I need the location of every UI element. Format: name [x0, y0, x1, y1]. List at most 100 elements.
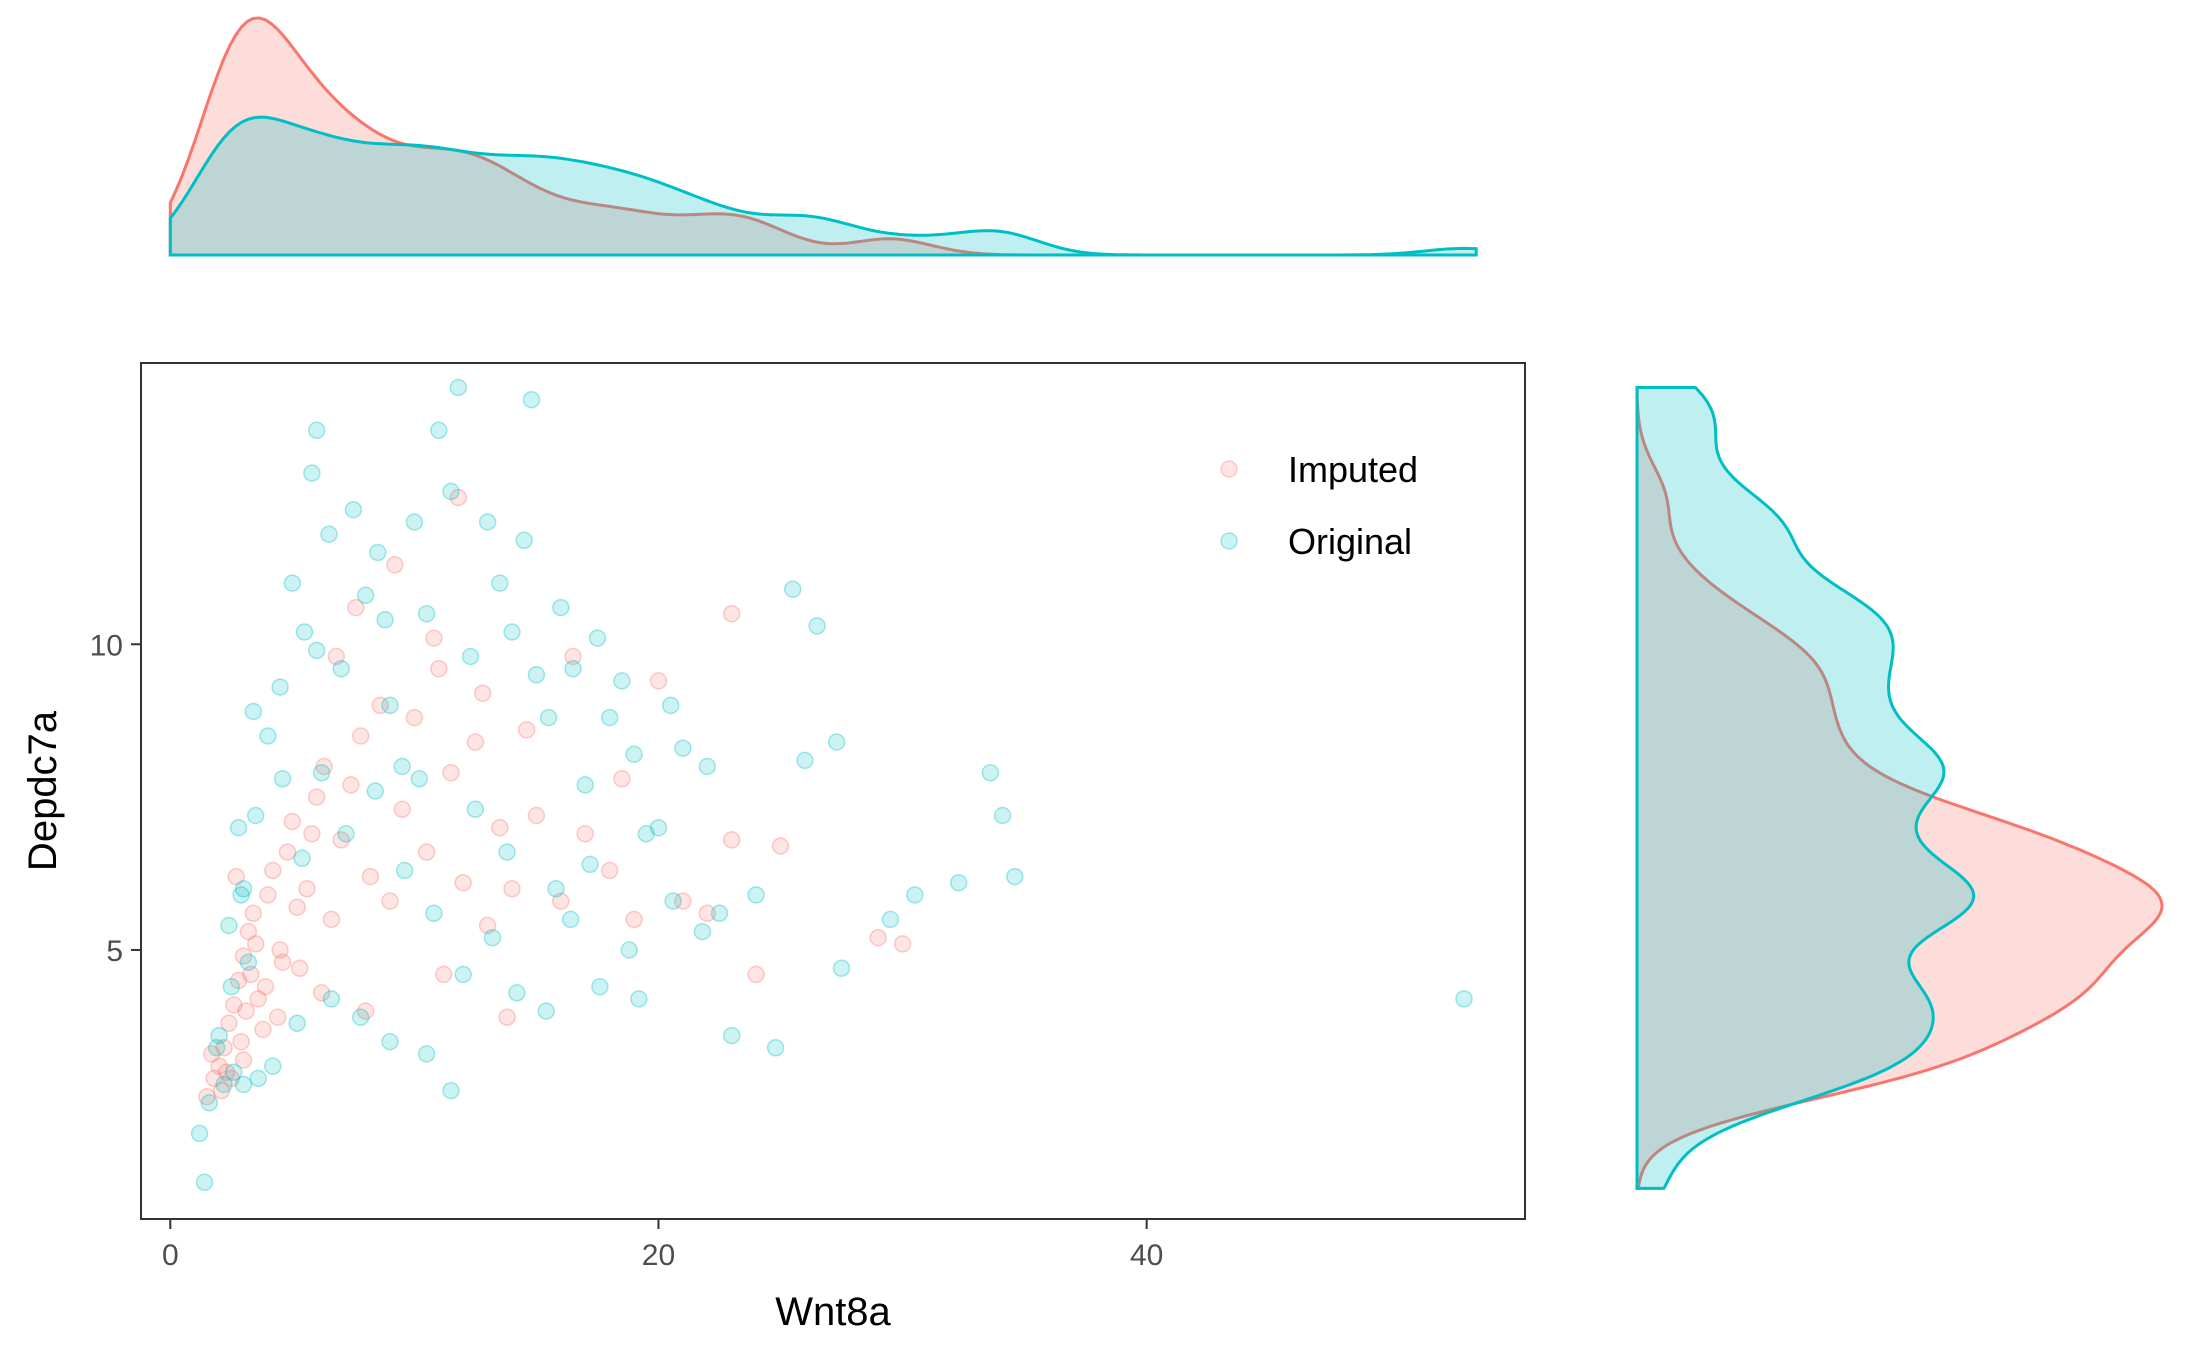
point-original — [539, 708, 558, 727]
point-original — [661, 696, 680, 715]
point-original — [552, 598, 570, 617]
point-original — [417, 604, 436, 623]
point-original — [600, 708, 619, 727]
point-imputed — [234, 947, 253, 965]
point-original — [442, 1081, 460, 1100]
point-imputed — [361, 867, 380, 886]
point-original — [246, 806, 265, 825]
point-imputed — [239, 922, 258, 941]
point-original — [283, 574, 302, 592]
point-original — [698, 757, 717, 776]
point-original — [1006, 867, 1024, 886]
point-original — [625, 745, 643, 764]
point-imputed — [342, 776, 360, 794]
point-imputed — [244, 904, 263, 923]
point-imputed — [434, 965, 453, 984]
point-imputed — [237, 1002, 255, 1020]
point-imputed — [442, 763, 460, 782]
x-tick-label: 40 — [1130, 1239, 1163, 1272]
point-original — [993, 806, 1012, 825]
point-imputed — [242, 965, 260, 984]
point-imputed — [576, 825, 594, 843]
point-original — [783, 580, 802, 598]
point-imputed — [430, 659, 448, 678]
point-original — [229, 818, 248, 837]
point-original — [271, 678, 289, 696]
point-original — [381, 1032, 399, 1051]
point-original — [503, 623, 521, 641]
point-imputed — [698, 904, 717, 923]
point-imputed — [227, 867, 245, 886]
point-original — [222, 977, 241, 996]
point-imputed — [393, 800, 411, 819]
top-marginal-density — [168, 16, 1478, 257]
point-imputed — [356, 1002, 375, 1020]
point-original — [832, 959, 851, 978]
point-imputed — [722, 604, 741, 623]
x-axis-title: Wnt8a — [775, 1290, 891, 1334]
point-original — [351, 1008, 370, 1026]
scatter-points — [190, 378, 1473, 1192]
point-imputed — [205, 1069, 223, 1088]
y-tick-label: 5 — [106, 935, 123, 968]
point-imputed — [212, 1081, 231, 1100]
point-original — [547, 880, 565, 898]
point-original — [630, 990, 648, 1008]
point-original — [393, 757, 411, 776]
point-original — [637, 825, 656, 843]
point-original — [307, 641, 326, 660]
point-imputed — [229, 971, 248, 990]
point-imputed — [517, 721, 536, 739]
point-original — [498, 843, 516, 861]
point-original — [322, 990, 341, 1008]
point-imputed — [290, 959, 309, 978]
point-original — [273, 770, 292, 788]
legend-label-imputed: Imputed — [1288, 449, 1418, 490]
point-imputed — [210, 1057, 228, 1075]
point-original — [425, 904, 443, 923]
point-original — [442, 482, 460, 501]
point-original — [234, 880, 253, 898]
point-original — [259, 727, 277, 745]
point-original — [508, 984, 526, 1002]
point-imputed — [198, 1087, 216, 1106]
point-original — [522, 390, 541, 409]
point-original — [303, 464, 321, 482]
point-original — [564, 659, 582, 678]
point-original — [320, 525, 338, 543]
x-tick-label: 20 — [642, 1239, 675, 1272]
point-original — [210, 1026, 228, 1045]
point-imputed — [217, 1063, 236, 1082]
point-original — [808, 617, 826, 635]
point-imputed — [613, 770, 631, 788]
point-original — [366, 782, 385, 800]
point-original — [515, 531, 533, 550]
point-imputed — [307, 788, 326, 806]
point-imputed — [552, 892, 570, 910]
point-imputed — [674, 892, 692, 910]
point-imputed — [503, 880, 521, 898]
point-imputed — [473, 684, 492, 702]
point-imputed — [220, 1014, 238, 1033]
point-original — [483, 928, 502, 947]
point-original — [693, 922, 712, 941]
point-original — [293, 849, 311, 868]
point-imputed — [722, 831, 741, 849]
point-original — [215, 1075, 233, 1094]
y-axis-title: Depdc7a — [21, 710, 65, 871]
point-original — [527, 666, 546, 684]
point-original — [620, 941, 638, 959]
point-imputed — [347, 598, 365, 617]
point-imputed — [322, 910, 341, 929]
point-imputed — [203, 1045, 221, 1063]
point-original — [649, 818, 668, 837]
point-imputed — [466, 733, 485, 751]
point-original — [239, 953, 258, 971]
point-imputed — [747, 965, 765, 984]
point-original — [307, 421, 326, 440]
point-imputed — [298, 880, 316, 898]
point-original — [747, 886, 765, 904]
point-imputed — [478, 916, 497, 935]
point-original — [449, 378, 468, 397]
